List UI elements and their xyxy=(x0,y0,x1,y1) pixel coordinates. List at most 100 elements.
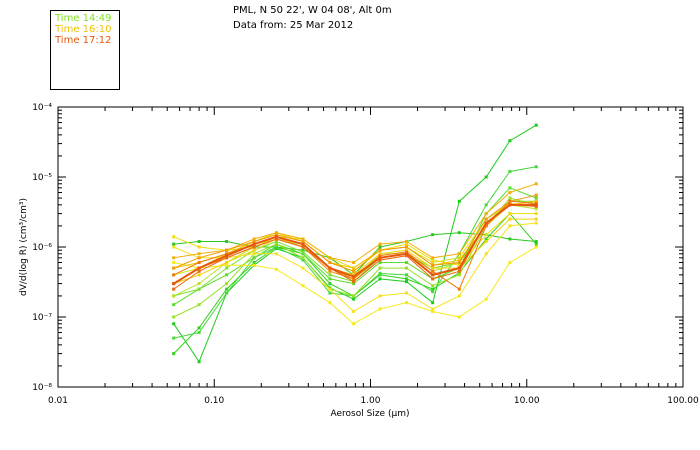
data-point xyxy=(172,282,176,286)
data-point xyxy=(508,139,512,143)
data-point xyxy=(508,237,512,241)
data-point xyxy=(534,217,538,221)
data-point xyxy=(197,256,201,260)
data-point xyxy=(508,261,512,265)
data-point xyxy=(301,245,305,249)
data-point xyxy=(274,267,278,271)
data-point xyxy=(457,263,461,267)
data-date: Data from: 25 Mar 2012 xyxy=(233,20,354,31)
data-point xyxy=(172,294,176,298)
data-point xyxy=(172,266,176,270)
data-point xyxy=(225,266,229,270)
data-point xyxy=(378,256,382,260)
data-point xyxy=(301,250,305,254)
data-point xyxy=(197,326,201,330)
data-point xyxy=(225,239,229,243)
data-point xyxy=(457,258,461,262)
data-point xyxy=(172,235,176,239)
data-point xyxy=(274,233,278,237)
x-tick-label: 0.01 xyxy=(48,396,68,406)
data-point xyxy=(378,258,382,262)
data-point xyxy=(484,237,488,241)
data-point xyxy=(225,273,229,277)
data-point xyxy=(172,287,176,291)
data-point xyxy=(301,266,305,270)
data-point xyxy=(405,252,409,256)
data-point xyxy=(352,294,356,298)
data-point xyxy=(378,266,382,270)
data-point xyxy=(508,191,512,195)
x-tick-label: 10.00 xyxy=(514,396,540,406)
data-point xyxy=(484,203,488,207)
data-point xyxy=(405,254,409,258)
data-point xyxy=(328,269,332,273)
data-point xyxy=(405,273,409,277)
data-point xyxy=(252,245,256,249)
data-point xyxy=(431,284,435,288)
data-point xyxy=(301,252,305,256)
data-point xyxy=(225,254,229,258)
data-point xyxy=(431,309,435,313)
data-point xyxy=(534,196,538,200)
data-point xyxy=(378,294,382,298)
data-point xyxy=(534,212,538,216)
data-point xyxy=(378,254,382,258)
data-point xyxy=(352,322,356,326)
legend-item-1449: Time 14:49 xyxy=(55,13,112,24)
data-point xyxy=(508,212,512,216)
data-point xyxy=(431,287,435,291)
axis-tick-labels: 0.01 0.10 1.00 10.00 100.00 10⁻⁸ 10⁻⁷ 10⁻⁶ 10⁻⁵ 1… xyxy=(32,103,699,406)
data-point xyxy=(274,235,278,239)
data-point xyxy=(431,277,435,281)
y-tick-label: 10⁻⁶ xyxy=(32,243,52,253)
data-point xyxy=(405,301,409,305)
data-point xyxy=(225,263,229,267)
series-line xyxy=(173,124,537,363)
data-point xyxy=(484,224,488,228)
data-point xyxy=(197,261,201,265)
data-point xyxy=(252,242,256,246)
data-point xyxy=(534,203,538,207)
x-tick-label: 1.00 xyxy=(360,396,380,406)
data-point xyxy=(484,252,488,256)
data-point xyxy=(378,248,382,252)
data-point xyxy=(457,269,461,273)
data-point xyxy=(274,245,278,249)
data-point xyxy=(328,291,332,295)
data-point xyxy=(405,277,409,281)
legend-item-1712: Time 17:12 xyxy=(55,35,112,46)
y-tick-label: 10⁻⁵ xyxy=(32,173,52,183)
data-point xyxy=(484,175,488,179)
y-tick-label: 10⁻⁸ xyxy=(32,383,52,393)
data-point xyxy=(378,252,382,256)
data-point xyxy=(484,217,488,221)
data-point xyxy=(534,199,538,203)
data-point xyxy=(534,204,538,208)
data-point xyxy=(484,233,488,237)
data-point xyxy=(405,239,409,243)
data-point xyxy=(378,261,382,265)
data-point xyxy=(328,256,332,260)
data-point xyxy=(457,199,461,203)
data-point xyxy=(197,287,201,291)
data-point xyxy=(197,303,201,307)
data-point xyxy=(301,237,305,241)
data-point xyxy=(252,237,256,241)
axis-ticks xyxy=(57,106,684,388)
data-point xyxy=(431,269,435,273)
data-point xyxy=(225,291,229,295)
data-point xyxy=(457,231,461,235)
data-point xyxy=(328,301,332,305)
data-point xyxy=(197,360,201,364)
data-point xyxy=(431,290,435,294)
data-point xyxy=(274,242,278,246)
data-point xyxy=(225,252,229,256)
data-point xyxy=(508,186,512,190)
data-point xyxy=(405,280,409,284)
data-point xyxy=(352,266,356,270)
data-point xyxy=(172,315,176,319)
data-point xyxy=(172,303,176,307)
data-point xyxy=(301,256,305,260)
data-point xyxy=(172,256,176,260)
data-point xyxy=(378,277,382,281)
